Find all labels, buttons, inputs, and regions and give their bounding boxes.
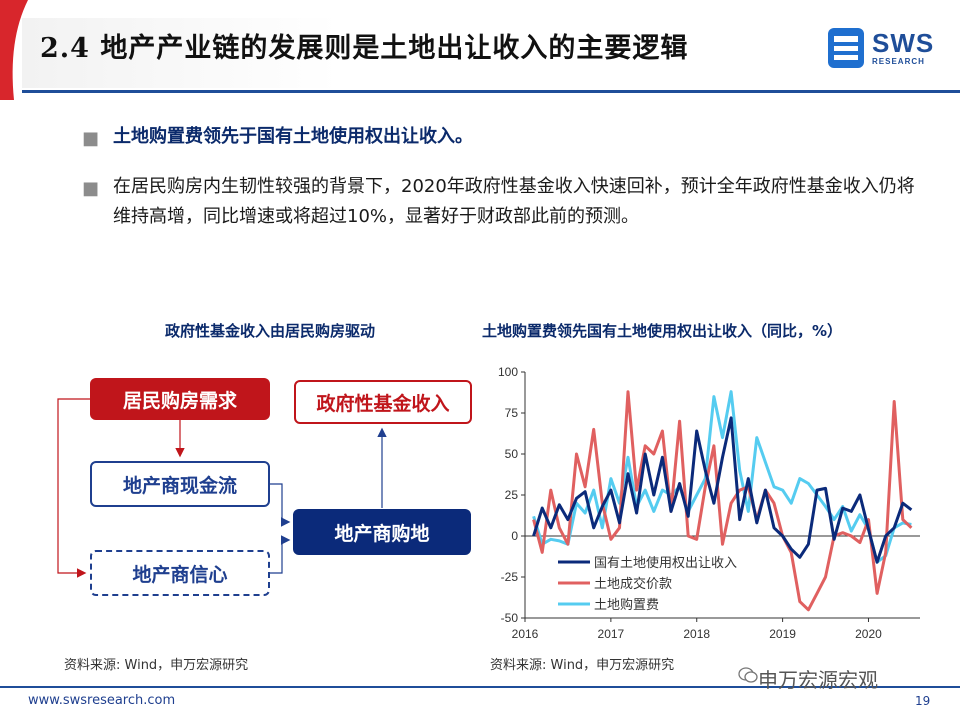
- chart-source: 资料来源: Wind，申万宏源研究: [490, 658, 675, 673]
- bullet-marker-1: ■: [82, 128, 100, 149]
- y-tick-label: 100: [498, 365, 518, 379]
- sws-logo-icon: [828, 28, 864, 68]
- diagram-source: 资料来源: Wind，申万宏源研究: [64, 658, 249, 673]
- logo-subtext: RESEARCH: [872, 57, 925, 66]
- box-developer-land-purchase: 地产商购地: [293, 509, 471, 555]
- watermark-text: 申万宏源宏观: [758, 668, 878, 692]
- bullet-text-2: 在居民购房内生韧性较强的背景下，2020年政府性基金收入快速回补，预计全年政府性…: [113, 176, 915, 227]
- x-tick-label: 2019: [769, 627, 796, 641]
- header-red-swoosh: [0, 0, 28, 100]
- bullet-marker-2: ■: [82, 178, 100, 199]
- diagram-title: 政府性基金收入由居民购房驱动: [164, 322, 375, 340]
- header-underline: [22, 90, 960, 93]
- y-tick-label: 75: [505, 406, 519, 420]
- series-line-1: [532, 390, 913, 612]
- line-chart: 100 75 50 25 0 -25 -50 2016 2017 2018 2019 2020 国有土地…: [498, 365, 920, 641]
- logo-text: SWS: [872, 28, 935, 58]
- series-line-0: [532, 416, 913, 564]
- box-household-demand: 居民购房需求: [90, 378, 270, 420]
- y-tick-label: 0: [511, 529, 518, 543]
- y-tick-label: 25: [505, 488, 519, 502]
- y-tick-label: -50: [501, 611, 519, 625]
- footer-url[interactable]: www.swsresearch.com: [28, 693, 176, 708]
- x-tick-label: 2016: [512, 627, 539, 641]
- x-tick-label: 2018: [683, 627, 710, 641]
- x-tick-label: 2017: [598, 627, 625, 641]
- header-gray-band: [22, 18, 812, 88]
- box-gov-fund-revenue: 政府性基金收入: [294, 380, 472, 424]
- diagram-connectors: [57, 398, 387, 578]
- box-developer-cashflow: 地产商现金流: [90, 461, 270, 507]
- legend-label: 土地成交价款: [594, 576, 672, 592]
- box-developer-confidence: 地产商信心: [90, 550, 270, 596]
- page-title: 2.4 地产产业链的发展则是土地出让收入的主要逻辑: [40, 33, 689, 64]
- x-tick-label: 2020: [855, 627, 882, 641]
- footer-divider: [0, 686, 960, 688]
- bullet-text-1: 土地购置费领先于国有土地使用权出让收入。: [113, 126, 473, 147]
- chart-title: 土地购置费领先国有土地使用权出让收入（同比，%）: [482, 322, 843, 340]
- series-line-2: [532, 390, 912, 564]
- legend-label: 土地购置费: [594, 597, 659, 613]
- y-tick-label: -25: [501, 570, 519, 584]
- legend-label: 国有土地使用权出让收入: [594, 555, 737, 571]
- wechat-icon: [738, 667, 758, 683]
- y-tick-label: 50: [505, 447, 519, 461]
- page-number: 19: [915, 694, 931, 708]
